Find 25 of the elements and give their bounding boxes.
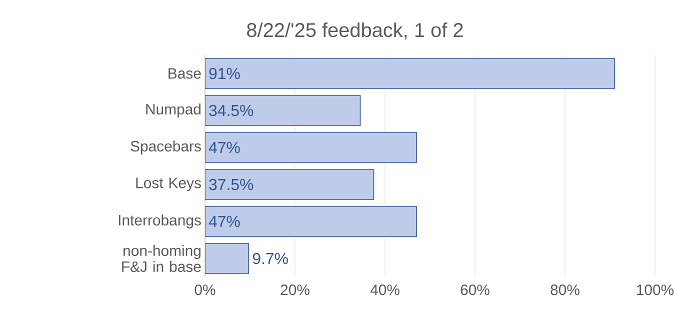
- y-tick-label: Lost Keys: [136, 178, 201, 192]
- x-tick-label: 60%: [460, 284, 490, 296]
- data-label: 47%: [208, 142, 240, 154]
- data-label: 47%: [208, 216, 240, 228]
- data-label: 37.5%: [209, 178, 254, 190]
- data-label: 9.7%: [252, 252, 288, 264]
- y-tick-label: non-homing F&J in base: [122, 245, 201, 272]
- x-tick-label: 40%: [370, 284, 400, 296]
- x-tick-label: 80%: [550, 284, 580, 296]
- bar: [205, 169, 374, 200]
- bar: [205, 243, 250, 274]
- x-tick-label: 0%: [194, 284, 216, 296]
- bar: [205, 58, 615, 89]
- y-tick-label: Numpad: [146, 104, 201, 118]
- y-tick-label: Base: [168, 68, 201, 79]
- x-tick-label: 100%: [637, 284, 674, 296]
- data-label: 34.5%: [209, 104, 254, 116]
- bar: [205, 206, 417, 237]
- chart-title: 8/22/'25 feedback, 1 of 2: [247, 22, 463, 40]
- bar: [205, 132, 417, 163]
- data-label: 91%: [209, 68, 240, 80]
- bar: [205, 95, 361, 126]
- y-tick-label: Interrobangs: [118, 214, 201, 228]
- y-tick-label: Spacebars: [130, 140, 201, 154]
- x-tick-label: 20%: [280, 284, 310, 296]
